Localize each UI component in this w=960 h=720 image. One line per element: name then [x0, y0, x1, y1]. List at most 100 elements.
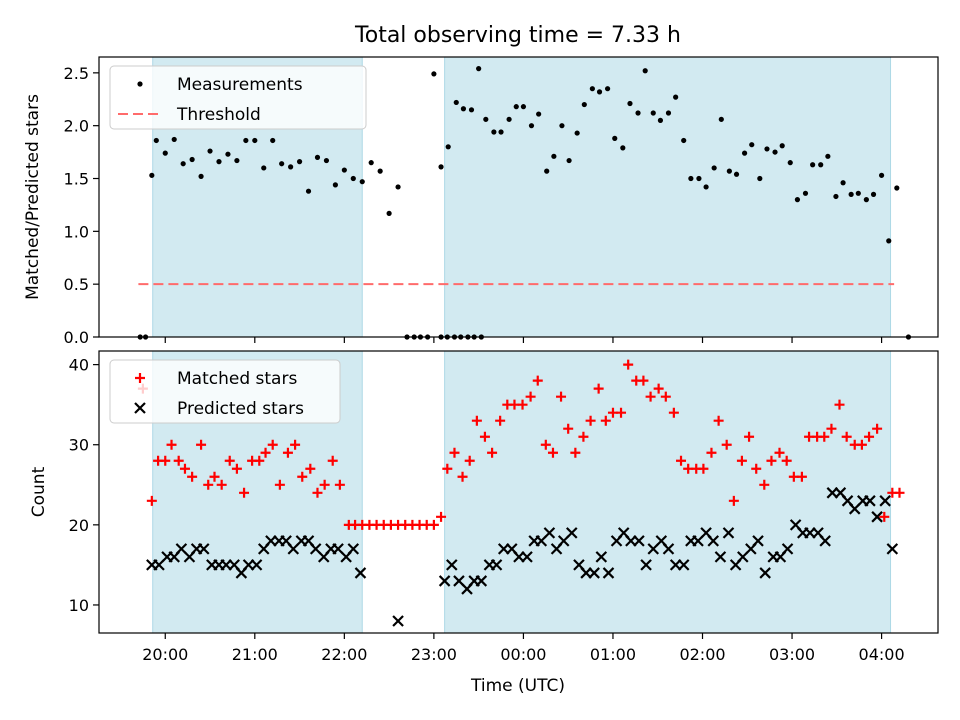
- measurement-point: [810, 162, 816, 168]
- measurement-point: [296, 159, 303, 165]
- legend-box: [109, 359, 341, 424]
- matched-point: [290, 439, 301, 450]
- y-tick-label: 20: [69, 516, 89, 535]
- series-plus: [137, 359, 905, 530]
- x-tick-label: 04:00: [859, 645, 905, 664]
- matched-point: [864, 431, 875, 442]
- measurement-point: [718, 116, 724, 122]
- matched-point: [173, 455, 184, 466]
- matched-point: [706, 447, 717, 458]
- measurement-point: [350, 175, 356, 182]
- measurement-point: [604, 86, 611, 92]
- y-tick-label: 40: [69, 356, 89, 375]
- matched-point: [774, 447, 785, 458]
- legend: Matched stars Predicted stars: [109, 359, 341, 424]
- legend-label: Threshold: [176, 105, 261, 125]
- measurement-point: [216, 159, 222, 165]
- measurement-point: [665, 110, 672, 116]
- measurement-point: [162, 150, 168, 156]
- x-tick-label: 03:00: [769, 645, 815, 664]
- matched-point: [728, 495, 739, 506]
- matched-point: [721, 439, 732, 450]
- measurement-point: [551, 153, 557, 159]
- matched-point: [736, 455, 747, 466]
- matched-point: [668, 407, 679, 418]
- matched-point: [616, 407, 627, 418]
- matched-point: [319, 479, 330, 490]
- predicted-point: [871, 511, 883, 523]
- measurement-point: [207, 148, 213, 154]
- measurement-point: [848, 191, 854, 197]
- legend-label: Predicted stars: [177, 399, 304, 419]
- predicted-point: [197, 543, 210, 555]
- matched-point: [660, 391, 671, 402]
- measurement-point: [589, 86, 595, 92]
- measurement-point: [726, 168, 732, 174]
- predicted-point: [722, 527, 735, 539]
- measurement-point: [386, 210, 392, 216]
- matched-point: [638, 375, 649, 386]
- measurement-point: [198, 173, 204, 179]
- measurement-point: [359, 179, 365, 185]
- matched-point: [563, 423, 574, 434]
- y-tick-label: 0.0: [64, 328, 89, 347]
- shaded-interval: [444, 350, 892, 634]
- measurement-point: [779, 143, 785, 149]
- matched-point: [146, 495, 157, 506]
- x-tick-label: 20:00: [142, 645, 188, 664]
- measurement-point: [460, 106, 467, 112]
- matched-point: [872, 423, 883, 434]
- matched-point: [556, 391, 567, 402]
- predicted-point: [759, 567, 771, 579]
- legend-x-icon: [134, 402, 146, 414]
- matched-point: [600, 415, 611, 426]
- matched-point: [471, 415, 482, 426]
- predicted-point: [446, 559, 458, 571]
- predicted-point: [588, 567, 600, 579]
- predicted-point: [819, 535, 831, 547]
- legend-plus-icon: [135, 373, 145, 383]
- measurement-point: [153, 137, 159, 144]
- measurement-point: [840, 180, 846, 186]
- predicted-point: [662, 543, 675, 555]
- predicted-point: [438, 575, 451, 587]
- matched-point: [841, 431, 852, 442]
- measurement-point: [581, 101, 587, 108]
- measurement-point: [863, 197, 869, 203]
- measurement-point: [261, 165, 267, 171]
- matched-point: [578, 431, 589, 442]
- measurement-point: [559, 123, 565, 129]
- matched-point: [759, 479, 770, 490]
- matched-point: [274, 479, 285, 490]
- measurement-point: [243, 137, 249, 144]
- matched-point: [449, 447, 460, 458]
- predicted-point: [595, 551, 608, 563]
- matched-point: [297, 471, 308, 482]
- predicted-point: [714, 551, 727, 563]
- matched-point: [187, 471, 198, 482]
- matched-point: [525, 391, 536, 402]
- predicted-point: [879, 495, 891, 507]
- measurement-point: [520, 104, 527, 110]
- measurement-point: [453, 99, 459, 106]
- matched-point: [160, 455, 171, 466]
- predicted-point: [565, 527, 578, 539]
- measurement-point: [431, 71, 437, 77]
- matched-point: [540, 439, 551, 450]
- predicted-point: [347, 543, 360, 555]
- legend: Measurements Threshold: [109, 65, 367, 130]
- matched-point: [209, 471, 220, 482]
- matched-point: [166, 439, 177, 450]
- predicted-point: [490, 559, 503, 571]
- bottom-panel-ylabel: Count: [29, 466, 49, 517]
- matched-point: [479, 431, 490, 442]
- matched-point: [267, 439, 278, 450]
- measurement-point: [825, 153, 831, 159]
- measurement-point: [627, 100, 633, 107]
- measurement-point: [574, 130, 580, 136]
- matched-point: [698, 463, 709, 474]
- matched-point: [751, 463, 762, 474]
- measurement-point: [149, 172, 155, 178]
- measurement-point: [171, 136, 177, 143]
